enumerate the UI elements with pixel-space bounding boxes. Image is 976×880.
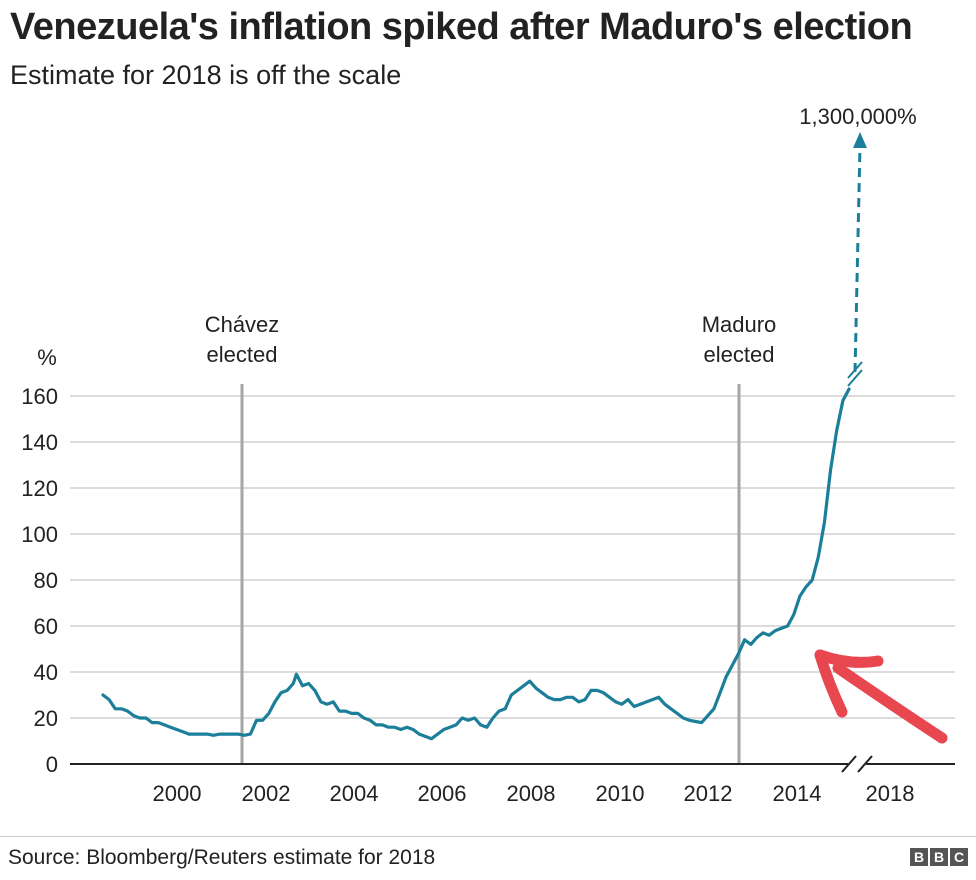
chart-title: Venezuela's inflation spiked after Madur… bbox=[10, 6, 913, 48]
event-label: elected bbox=[207, 342, 278, 367]
bbc-logo: B B C bbox=[910, 848, 968, 866]
series-line bbox=[101, 387, 851, 741]
y-tick-label: 60 bbox=[34, 614, 58, 639]
y-tick-label: 80 bbox=[34, 568, 58, 593]
x-tick-label: 2002 bbox=[242, 781, 291, 806]
y-tick-label: 140 bbox=[21, 430, 58, 455]
axis-break-mark bbox=[857, 755, 873, 773]
y-axis-tick-labels: 0 20 40 60 80 100 120 140 160 bbox=[21, 384, 58, 777]
x-tick-label: 2004 bbox=[330, 781, 379, 806]
x-tick-label: 2006 bbox=[418, 781, 467, 806]
y-tick-label: 0 bbox=[46, 752, 58, 777]
inflation-chart: Chávez elected Maduro elected 0 20 40 60 80 100 1… bbox=[21, 104, 955, 806]
event-label: elected bbox=[704, 342, 775, 367]
x-tick-label: 2000 bbox=[153, 781, 202, 806]
x-tick-label: 2010 bbox=[596, 781, 645, 806]
event-markers: Chávez elected Maduro elected bbox=[205, 312, 777, 764]
logo-letter: B bbox=[910, 848, 928, 866]
inflation-series bbox=[101, 387, 851, 741]
x-tick-label: 2012 bbox=[684, 781, 733, 806]
y-tick-label: 20 bbox=[34, 706, 58, 731]
dashed-arrow-shaft bbox=[853, 145, 862, 373]
footer-divider bbox=[0, 836, 976, 837]
hand-drawn-arrow bbox=[814, 649, 948, 744]
drawn-arrow-head bbox=[814, 649, 884, 668]
event-label: Chávez bbox=[205, 312, 280, 337]
y-axis-unit-label: % bbox=[37, 345, 57, 370]
source-note: Source: Bloomberg/Reuters estimate for 2… bbox=[8, 846, 436, 869]
chart-subtitle: Estimate for 2018 is off the scale bbox=[10, 60, 402, 90]
x-axis-tick-labels: 2000 2002 2004 2006 2008 2010 2012 2014 2018 bbox=[153, 781, 915, 806]
y-tick-label: 100 bbox=[21, 522, 58, 547]
logo-letter: C bbox=[950, 848, 968, 866]
y-tick-label: 160 bbox=[21, 384, 58, 409]
drawn-arrow-shaft bbox=[832, 662, 948, 744]
y-tick-label: 40 bbox=[34, 660, 58, 685]
arrow-head bbox=[853, 132, 867, 148]
x-tick-label: 2014 bbox=[773, 781, 822, 806]
x-axis bbox=[70, 755, 955, 773]
off-scale-callout: 1,300,000% bbox=[799, 104, 917, 387]
event-label: Maduro bbox=[702, 312, 777, 337]
gridlines bbox=[70, 395, 955, 719]
x-tick-label: 2018 bbox=[866, 781, 915, 806]
scale-break-mark bbox=[847, 369, 863, 387]
x-tick-label: 2008 bbox=[507, 781, 556, 806]
y-tick-label: 120 bbox=[21, 476, 58, 501]
axis-break-mark bbox=[841, 755, 857, 773]
callout-label: 1,300,000% bbox=[799, 104, 916, 129]
logo-letter: B bbox=[930, 848, 948, 866]
